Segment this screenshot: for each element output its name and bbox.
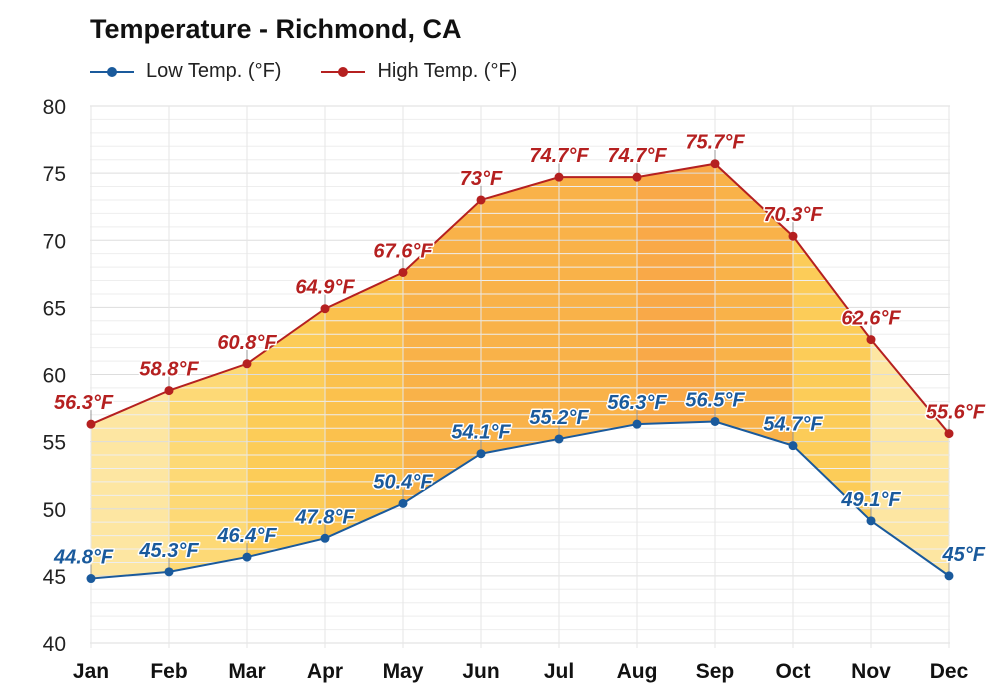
y-tick-label: 40 [43,633,66,656]
high-temp-label: 70.3°F [763,204,823,226]
high-temp-label: 55.6°F [926,402,986,424]
low-temp-label: 50.4°F [373,471,433,493]
x-tick-label: Dec [930,660,969,683]
low-temp-point [242,552,252,562]
low-temp-label: 56.3°F [607,392,667,414]
high-temp-point [710,159,720,169]
low-temp-label: 44.8°F [53,547,114,569]
low-temp-point [398,498,408,508]
high-temp-label: 62.6°F [841,308,901,330]
x-tick-label: Sep [696,660,735,683]
band-fill-3 [325,272,403,539]
low-temp-label: 55.2°F [529,407,589,429]
y-tick-label: 70 [43,230,66,253]
high-temp-point [632,172,642,182]
low-temp-line [90,420,950,580]
x-tick-label: Aug [617,660,658,683]
band-fill-8 [715,163,793,446]
high-temp-line [90,162,950,435]
y-tick-label: 75 [43,163,66,186]
legend-swatch-low [90,62,134,82]
low-temp-label: 54.7°F [763,414,823,436]
x-tick-label: Apr [307,660,343,683]
high-temp-point [242,359,252,369]
high-temp-point [554,172,564,182]
y-tick-label: 55 [43,432,66,455]
legend-item-high[interactable]: High Temp. (°F) [321,60,517,83]
legend-swatch-high [321,62,366,82]
data-labels: 44.8°F 45.3°F 46.4°F 47.8°F 50.4°F 54.1°F 55.2… [52,130,988,570]
data-points [86,149,954,584]
low-temp-point [554,434,564,444]
chart-title: Temperature - Richmond, CA [90,14,462,44]
high-temp-label: 64.9°F [295,277,355,299]
band-fill-4 [403,199,481,504]
high-temp-point [164,386,174,396]
x-tick-label: Jan [73,660,109,683]
high-temp-label: 56.3°F [54,392,114,414]
low-temp-label: 46.4°F [216,525,277,547]
legend-dot-high [338,66,349,77]
high-temp-label: 73°F [460,168,503,190]
band-fill-1 [169,363,247,572]
gridlines [90,105,950,648]
band-fill-5 [481,177,559,454]
high-temp-point [86,419,96,429]
band-fill-6 [559,177,637,439]
low-temp-label: 49.1°F [840,489,901,511]
high-temp-label: 74.7°F [607,145,667,167]
y-tick-label: 50 [43,499,66,522]
high-temp-label: 75.7°F [685,132,745,154]
high-temp-point [866,335,876,345]
high-temp-label: 58.8°F [139,359,199,381]
low-temp-point [164,567,174,577]
legend-item-low[interactable]: Low Temp. (°F) [90,60,281,83]
y-tick-label: 45 [43,566,66,589]
high-temp-point [320,304,330,314]
band-fill-9 [793,236,871,521]
low-temp-label: 56.5°F [685,389,745,411]
axis-ticks: 40 45 50 55 60 65 70 75 80 Jan Feb Mar Apr May Jun Jul A… [43,96,969,683]
low-temp-point [86,574,96,584]
x-tick-label: Nov [851,660,891,683]
legend: Low Temp. (°F) High Temp. (°F) [90,60,557,83]
high-temp-point [944,429,954,439]
low-temp-point [788,441,798,451]
y-tick-label: 60 [43,365,66,388]
low-temp-point [710,416,720,426]
x-tick-label: Jun [462,660,499,683]
y-tick-label: 80 [43,96,66,119]
legend-dot-low [107,66,117,77]
low-temp-point [632,419,642,429]
low-temp-label: 45°F [942,544,986,566]
x-tick-label: Oct [775,660,810,683]
low-temp-label: 54.1°F [451,422,511,444]
x-tick-label: May [383,660,424,683]
high-temp-point [398,267,408,277]
x-tick-label: Mar [228,660,265,683]
high-temp-point [788,231,798,241]
legend-label-low: Low Temp. (°F) [146,60,282,82]
legend-label-high: High Temp. (°F) [377,60,518,82]
low-temp-point [476,449,486,459]
x-tick-label: Jul [544,660,574,683]
high-temp-label: 67.6°F [373,240,433,262]
series-lines [90,162,950,580]
low-temp-point [866,516,876,526]
low-temp-point [944,571,954,581]
band-fill-10 [871,339,949,576]
low-temp-label: 47.8°F [294,506,355,528]
band-fill-0 [91,390,169,579]
y-tick-label: 65 [43,297,66,320]
high-temp-point [476,195,486,205]
low-temp-point [320,533,330,543]
low-temp-label: 45.3°F [138,540,199,562]
x-tick-label: Feb [150,660,187,683]
high-temp-label: 74.7°F [529,145,589,167]
high-temp-label: 60.8°F [217,332,277,354]
